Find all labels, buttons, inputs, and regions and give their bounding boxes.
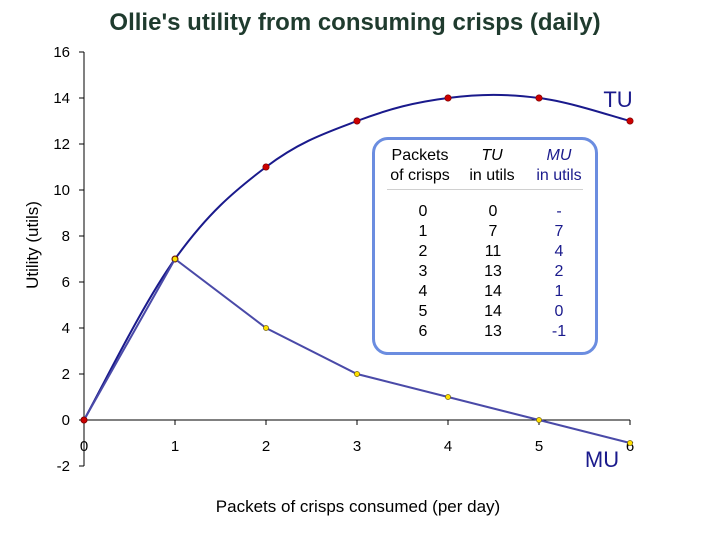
mu-cell: 4 [554,243,564,260]
y-tick-label: 12 [53,136,70,153]
mu-series-label: MU [585,447,619,472]
mu-point [445,394,451,400]
mu-cell: - [556,203,562,220]
packets-cell: 1 [418,223,428,240]
tu-point [353,117,361,125]
mu-point [354,371,360,377]
x-tick-label: 2 [262,438,270,455]
tu-point [535,94,543,102]
mu-cell: -1 [551,323,567,340]
x-tick-label: 5 [535,438,543,455]
tu-cell: 11 [484,243,502,260]
table-header-tu-line1: TU [481,147,503,164]
packets-cell: 3 [418,263,428,280]
table-header-mu-line2: in utils [536,167,582,184]
table-header-tu-line2: in utils [469,167,515,184]
mu-point [627,440,633,446]
y-tick-label: 4 [62,320,70,337]
tu-cell: 0 [488,203,498,220]
y-tick-label: 16 [53,44,70,61]
origin-point [80,416,88,424]
table-header-mu-line1: MU [546,147,572,164]
table-column-packets: 0 1 2 3 4 5 6 [403,202,443,342]
x-tick-label: 1 [171,438,179,455]
tu-point [626,117,634,125]
table-header-mu: MU in utils [527,146,591,186]
mu-point [172,256,178,262]
y-tick-label: 6 [62,274,70,291]
x-axis-label: Packets of crisps consumed (per day) [216,497,500,516]
mu-point [263,325,269,331]
packets-cell: 2 [418,243,428,260]
mu-cell: 7 [554,223,564,240]
y-tick-label: 14 [53,90,70,107]
packets-cell: 0 [418,203,428,220]
x-tick-label: 6 [626,438,634,455]
y-axis-label: Utility (utils) [23,201,42,289]
packets-cell: 4 [418,283,428,300]
x-tick-label: 0 [80,438,88,455]
y-tick-label: 10 [53,182,70,199]
table-header-packets-line2: of crisps [390,167,450,184]
mu-cell: 2 [554,263,564,280]
tu-series-label: TU [603,87,632,112]
tu-point [262,163,270,171]
tu-cell: 13 [484,323,502,340]
packets-cell: 5 [418,303,428,320]
series-layer [80,93,634,446]
table-column-tu: 0 7 11 13 14 14 13 [473,202,513,342]
chart-title: Ollie's utility from consuming crisps (d… [109,9,600,36]
tu-cell: 14 [484,283,502,300]
table-header-packets-line1: Packets [391,147,449,164]
tu-cell: 13 [484,263,502,280]
mu-cell: 1 [554,283,564,300]
table-header-packets: Packets of crisps [385,146,455,186]
table-divider [387,189,583,190]
y-tick-label: 2 [62,366,70,383]
x-tick-label: 4 [444,438,452,455]
y-tick-label: -2 [57,458,70,475]
packets-cell: 6 [418,323,428,340]
y-tick-label: 0 [62,412,70,429]
tu-cell: 7 [488,223,498,240]
y-tick-label: 8 [62,228,70,245]
mu-point [536,417,542,423]
table-header-tu: TU in utils [459,146,525,186]
table-column-mu: - 7 4 2 1 0 -1 [539,202,579,342]
tu-cell: 14 [484,303,502,320]
mu-cell: 0 [554,303,564,320]
utility-table: Packets of crisps TU in utils MU in util… [372,137,598,355]
x-tick-label: 3 [353,438,361,455]
tu-point [444,94,452,102]
